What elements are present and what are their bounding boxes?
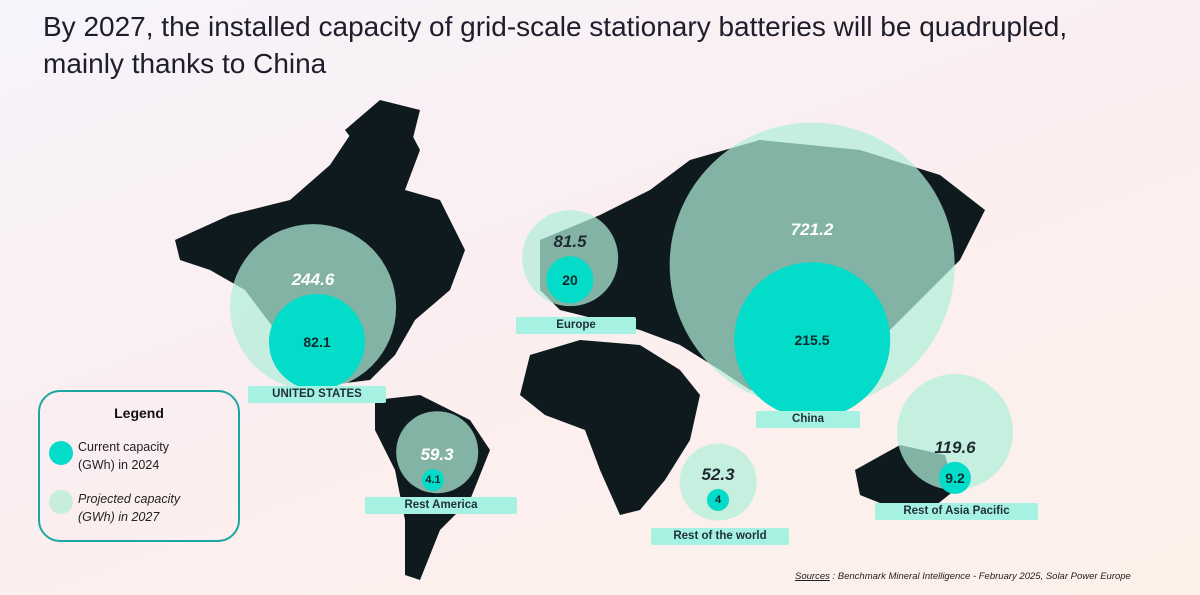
page-title: By 2027, the installed capacity of grid-… bbox=[43, 11, 1068, 79]
projected-capacity-swatch bbox=[49, 490, 73, 514]
region-label-china: China bbox=[756, 411, 860, 428]
region-label-europe: Europe bbox=[516, 317, 636, 334]
current-value-united-states: 82.1 bbox=[303, 334, 331, 350]
sources-text: : Benchmark Mineral Intelligence - Febru… bbox=[829, 571, 1131, 582]
projected-value-china: 721.2 bbox=[790, 220, 834, 239]
current-value-europe: 20 bbox=[562, 272, 578, 288]
current-value-rest-of-the-world: 4 bbox=[714, 494, 722, 506]
region-label-rest-america: Rest America bbox=[365, 497, 517, 514]
projected-value-united-states: 244.6 bbox=[291, 269, 335, 289]
current-bubble-rest-america bbox=[422, 469, 444, 491]
current-bubble-united-states bbox=[268, 293, 366, 391]
current-bubble-europe bbox=[546, 256, 594, 304]
projected-value-rest-america: 59.3 bbox=[420, 445, 454, 464]
greenland bbox=[345, 100, 420, 170]
current-bubble-china bbox=[734, 262, 890, 418]
current-value-china: 215.5 bbox=[794, 332, 830, 348]
current-bubble-rest-of-the-world bbox=[707, 489, 729, 511]
current-capacity-swatch bbox=[49, 441, 73, 465]
current-bubble-rest-of-asia-pacific bbox=[938, 461, 972, 495]
projected-value-europe: 81.5 bbox=[553, 232, 587, 252]
legend-title: Legend bbox=[114, 405, 164, 421]
projected-value-rest-of-the-world: 52.3 bbox=[701, 465, 735, 484]
legend-projected-label: Projected capacity (GWh) in 2027 bbox=[78, 492, 181, 524]
projected-value-rest-of-asia-pacific: 119.6 bbox=[934, 437, 976, 457]
legend: Legend Current capacity (GWh) in 2024 Pr… bbox=[38, 390, 240, 542]
sources-label: Sources bbox=[795, 571, 830, 582]
africa bbox=[520, 340, 700, 515]
current-value-rest-america: 4.1 bbox=[425, 474, 441, 486]
sources-note: Sources : Benchmark Mineral Intelligence… bbox=[795, 571, 1131, 582]
region-label-united-states: UNITED STATES bbox=[248, 386, 386, 403]
current-value-rest-of-asia-pacific: 9.2 bbox=[945, 470, 965, 486]
legend-current-label: Current capacity (GWh) in 2024 bbox=[78, 440, 170, 472]
region-label-rest-of-world: Rest of the world bbox=[651, 528, 789, 545]
region-label-rest-of-asia-pacific: Rest of Asia Pacific bbox=[875, 503, 1038, 520]
